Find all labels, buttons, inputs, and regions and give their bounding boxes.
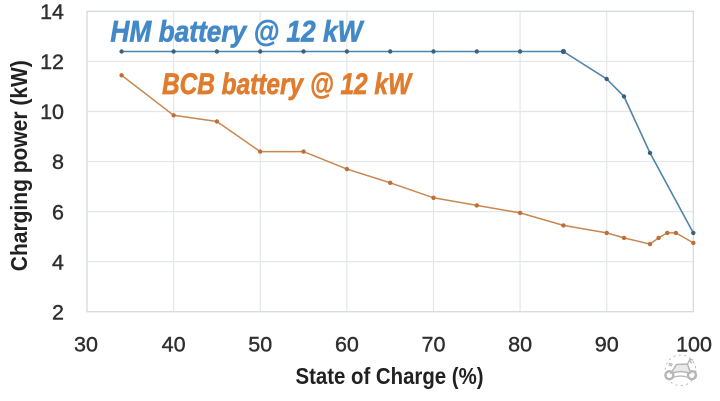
svg-text:4: 4 <box>52 250 64 274</box>
svg-text:8: 8 <box>52 150 64 174</box>
svg-text:50: 50 <box>248 332 272 356</box>
svg-text:Charging power (kW): Charging power (kW) <box>6 60 32 271</box>
svg-text:HM battery @ 12 kW: HM battery @ 12 kW <box>110 15 364 48</box>
svg-text:2: 2 <box>52 300 64 324</box>
svg-text:90: 90 <box>595 332 619 356</box>
svg-text:BCB battery @ 12 kW: BCB battery @ 12 kW <box>162 68 413 101</box>
svg-text:10: 10 <box>40 100 64 124</box>
svg-text:6: 6 <box>52 200 64 224</box>
svg-text:60: 60 <box>335 332 359 356</box>
svg-text:40: 40 <box>162 332 186 356</box>
svg-text:80: 80 <box>508 332 532 356</box>
svg-text:70: 70 <box>422 332 446 356</box>
svg-text:14: 14 <box>40 0 64 24</box>
svg-text:100: 100 <box>676 332 712 356</box>
svg-text:30: 30 <box>74 332 98 356</box>
svg-text:State of Charge (%): State of Charge (%) <box>296 363 484 389</box>
svg-text:12: 12 <box>40 50 64 74</box>
